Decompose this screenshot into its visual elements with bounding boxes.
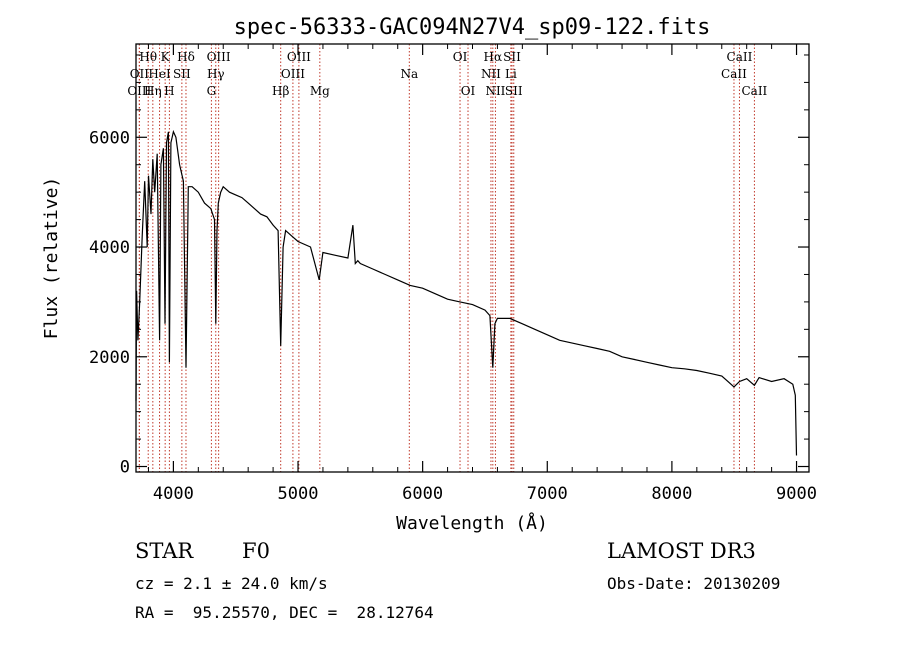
line-label-12: Hβ [272, 84, 289, 98]
x-tick-label-4: 8000 [651, 484, 692, 504]
x-tick-label-1: 5000 [278, 484, 319, 504]
y-tick-label-1: 2000 [89, 348, 130, 368]
coordinates: RA = 95.25570, DEC = 28.12764 [135, 603, 434, 622]
y-tick-label-3: 6000 [89, 128, 130, 148]
line-label-25: CaII [727, 50, 753, 64]
x-tick-label-3: 7000 [527, 484, 568, 504]
line-label-13: OIII [287, 50, 311, 64]
line-label-19: Hα [484, 50, 503, 64]
redshift-velocity: cz = 2.1 ± 24.0 km/s [135, 574, 328, 593]
object-subclass: F0 [242, 539, 270, 563]
line-label-11: G [207, 84, 217, 98]
x-axis-ticks: 4000 5000 6000 7000 8000 9000 [147, 44, 817, 504]
line-label-26: CaII [721, 67, 747, 81]
chart-title: spec-56333-GAC094N27V4_sp09-122.fits [234, 15, 711, 40]
line-label-7: SII [173, 67, 191, 81]
line-label-6: Hδ [177, 50, 195, 64]
line-label-18: OI [461, 84, 476, 98]
x-tick-label-5: 9000 [776, 484, 817, 504]
line-label-4: HeI [148, 67, 171, 81]
line-label-15: Mg [310, 84, 330, 98]
line-label-1: OII [130, 67, 150, 81]
line-label-10: Hγ [207, 67, 225, 81]
x-axis-label: Wavelength (Å) [396, 512, 548, 534]
x-tick-label-0: 4000 [153, 484, 194, 504]
line-label-8: H [164, 84, 174, 98]
x-tick-label-2: 6000 [402, 484, 443, 504]
y-tick-label-0: 0 [120, 458, 130, 478]
line-label-24: SII [505, 84, 523, 98]
survey-release: LAMOST DR3 [607, 539, 756, 563]
plot-frame [135, 43, 810, 473]
line-label-22: Li [505, 67, 517, 81]
y-axis-ticks: 0 2000 4000 6000 [89, 54, 809, 478]
line-label-0: Hθ [139, 50, 157, 64]
line-label-20: SII [503, 50, 521, 64]
line-label-3: K [161, 50, 171, 64]
line-label-17: OI [453, 50, 468, 64]
line-label-2: OIII [127, 84, 151, 98]
spectral-line-labels: Hθ OII OIII K HeI Hη Hδ SII H OIII Hγ G Hβ OIII OIII Mg… [127, 50, 767, 98]
y-tick-label-2: 4000 [89, 238, 130, 258]
line-label-21: NII [481, 67, 501, 81]
observation-date: Obs-Date: 20130209 [607, 574, 781, 593]
line-label-5: Hη [144, 84, 162, 98]
line-label-9: OIII [207, 50, 231, 64]
spectral-line-markers [138, 44, 755, 472]
y-axis-label: Flux (relative) [41, 177, 62, 340]
line-label-16: Na [400, 67, 418, 81]
line-label-14: OIII [281, 67, 305, 81]
spectrum-series-line [135, 129, 798, 456]
line-label-23: NII [485, 84, 505, 98]
object-class: STAR [135, 539, 194, 563]
line-label-27: CaII [741, 84, 767, 98]
